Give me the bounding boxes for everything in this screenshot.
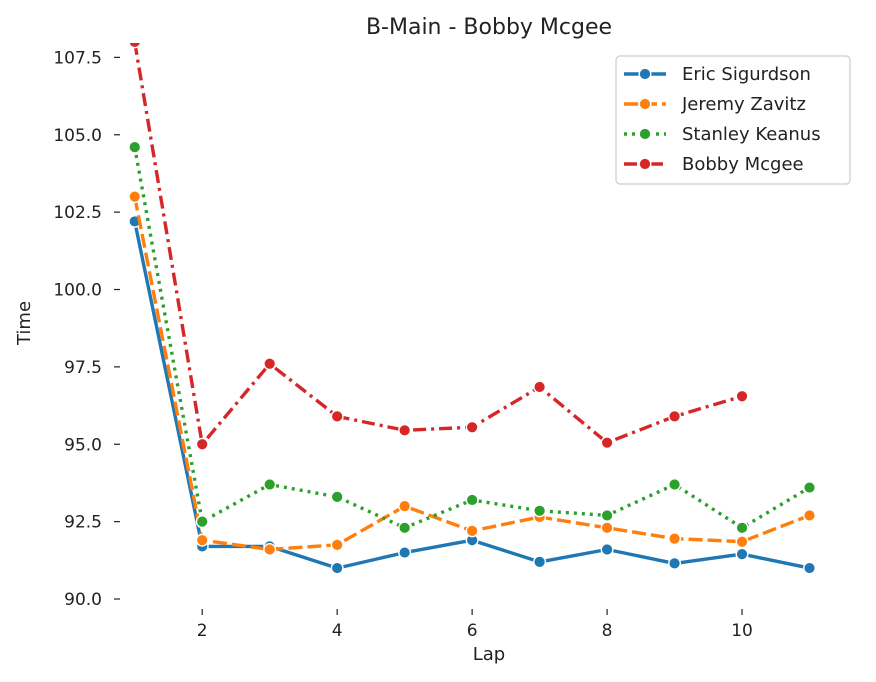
data-point-bobby-mcgee <box>263 357 277 371</box>
series-line-stanley-keanus <box>133 146 811 530</box>
data-point-eric-sigurdson <box>668 556 682 570</box>
data-point-jeremy-zavitz <box>263 542 277 556</box>
x-tick-label: 4 <box>332 621 343 641</box>
data-point-stanley-keanus <box>398 521 412 535</box>
chart-title: B-Main - Bobby Mcgee <box>366 15 612 40</box>
legend-label: Bobby Mcgee <box>682 154 804 175</box>
x-axis-label: Lap <box>473 644 505 665</box>
y-axis: 90.0 92.5 95.0 97.5 100.0 102.5 105.0 107.5 <box>53 48 120 610</box>
data-point-bobby-mcgee <box>735 389 749 403</box>
data-point-jeremy-zavitz <box>465 524 479 538</box>
data-point-jeremy-zavitz <box>195 533 209 547</box>
x-tick-label: 2 <box>197 621 208 641</box>
y-tick-label: 92.5 <box>64 513 102 533</box>
legend-item: Stanley Keanus <box>624 124 821 145</box>
legend-marker <box>638 67 652 81</box>
legend-item: Bobby Mcgee <box>624 154 804 175</box>
data-point-jeremy-zavitz <box>398 499 412 513</box>
data-point-jeremy-zavitz <box>600 521 614 535</box>
legend-marker <box>638 127 652 141</box>
y-tick-label: 97.5 <box>64 358 102 378</box>
data-point-bobby-mcgee <box>668 409 682 423</box>
data-point-eric-sigurdson <box>600 542 614 556</box>
legend-marker <box>638 97 652 111</box>
data-point-jeremy-zavitz <box>735 535 749 549</box>
y-axis-label: Time <box>14 301 35 346</box>
data-point-bobby-mcgee <box>533 380 547 394</box>
series-layer <box>128 43 817 575</box>
data-point-eric-sigurdson <box>533 555 547 569</box>
data-point-bobby-mcgee <box>465 420 479 434</box>
legend-label: Jeremy Zavitz <box>681 94 806 115</box>
series-jeremy-zavitz <box>128 190 817 556</box>
data-point-stanley-keanus <box>803 481 817 495</box>
legend: Eric Sigurdson Jeremy Zavitz Stanley Keanu… <box>615 55 851 185</box>
data-point-jeremy-zavitz <box>128 190 142 204</box>
data-point-stanley-keanus <box>465 493 479 507</box>
data-point-stanley-keanus <box>263 477 277 491</box>
y-tick-label: 95.0 <box>64 435 102 455</box>
data-point-bobby-mcgee <box>195 437 209 451</box>
data-point-stanley-keanus <box>735 521 749 535</box>
data-point-jeremy-zavitz <box>330 538 344 552</box>
legend-box <box>615 55 851 185</box>
data-point-bobby-mcgee <box>398 423 412 437</box>
data-point-jeremy-zavitz <box>803 508 817 522</box>
data-point-jeremy-zavitz <box>668 532 682 546</box>
legend-label: Stanley Keanus <box>682 124 821 145</box>
data-point-stanley-keanus <box>128 140 142 154</box>
x-axis: 2 4 6 8 10 <box>197 609 753 641</box>
y-tick-label: 90.0 <box>64 590 102 610</box>
data-point-stanley-keanus <box>533 504 547 518</box>
x-tick-label: 10 <box>731 621 753 641</box>
series-line-eric-sigurdson <box>133 221 810 570</box>
data-point-eric-sigurdson <box>803 561 817 575</box>
y-tick-label: 100.0 <box>53 281 102 301</box>
data-point-stanley-keanus <box>195 515 209 529</box>
data-point-eric-sigurdson <box>330 561 344 575</box>
data-point-bobby-mcgee <box>600 436 614 450</box>
legend-item: Eric Sigurdson <box>624 64 811 85</box>
x-tick-label: 8 <box>602 621 613 641</box>
data-point-bobby-mcgee <box>330 409 344 423</box>
series-line-bobby-mcgee <box>133 43 743 446</box>
x-tick-label: 6 <box>467 621 478 641</box>
data-point-stanley-keanus <box>330 490 344 504</box>
y-tick-label: 105.0 <box>53 126 102 146</box>
legend-item: Jeremy Zavitz <box>624 94 806 115</box>
data-point-eric-sigurdson <box>398 546 412 560</box>
y-tick-label: 107.5 <box>53 48 102 68</box>
y-tick-label: 102.5 <box>53 203 102 223</box>
data-point-stanley-keanus <box>668 477 682 491</box>
data-point-stanley-keanus <box>600 508 614 522</box>
legend-label: Eric Sigurdson <box>682 64 811 85</box>
series-stanley-keanus <box>128 140 817 535</box>
data-point-bobby-mcgee <box>128 43 142 49</box>
data-point-eric-sigurdson <box>735 547 749 561</box>
legend-marker <box>638 157 652 171</box>
series-bobby-mcgee <box>128 43 749 451</box>
series-eric-sigurdson <box>128 214 817 575</box>
